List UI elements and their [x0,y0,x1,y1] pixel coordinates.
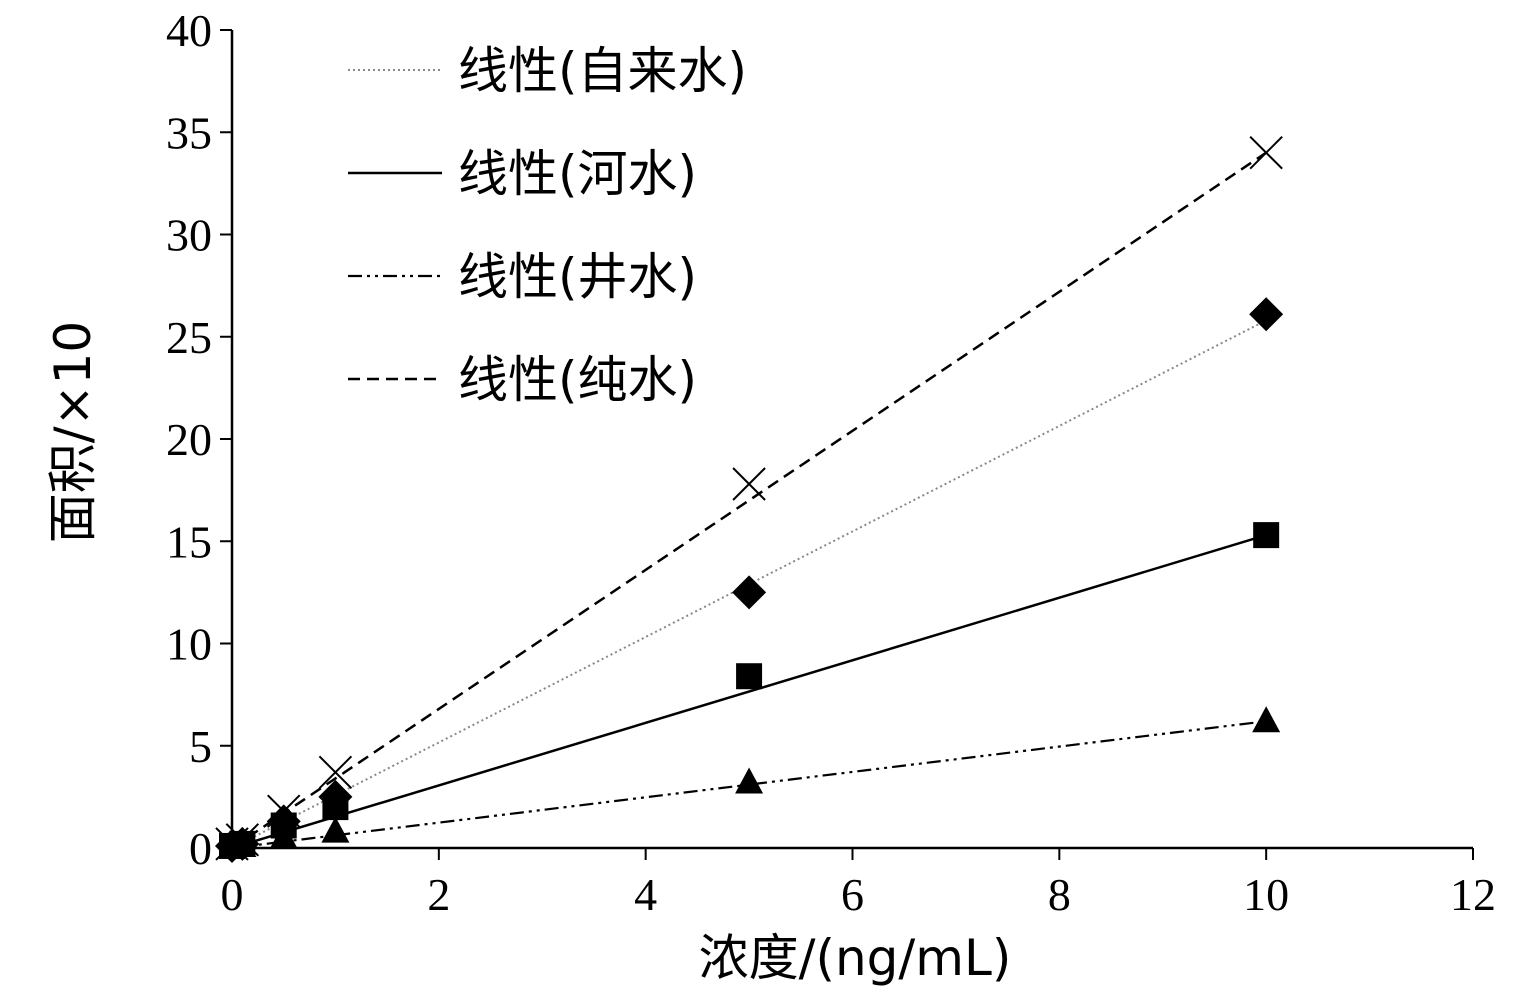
series-2-point-6 [1253,522,1280,549]
y-tick-label-4: 20 [166,414,212,465]
x-axis-title: 浓度/(ng/mL) [699,929,1012,987]
series-1-point-5 [732,575,767,610]
y-tick-label-8: 40 [166,5,212,56]
series-4-point-3-stroke-b [267,794,301,828]
series-4 [215,135,1283,861]
y-tick-label-5: 25 [166,312,212,363]
x-tick-label-4: 8 [1048,869,1071,920]
series-1-point-6 [1249,297,1284,332]
series-2-point-4 [322,794,349,821]
x-tick-label-3: 6 [841,869,864,920]
legend-item-4: 线性(纯水) [348,351,697,409]
x-tick-label-2: 4 [634,869,657,920]
y-tick-label-6: 30 [166,210,212,261]
y-tick-label-2: 10 [166,619,212,670]
legend-label-3: 线性(井水) [458,248,697,306]
x-tick-label-5: 10 [1243,869,1289,920]
series-2-point-5 [736,663,763,690]
series-2 [219,522,1280,859]
series-4-trend-line [231,151,1267,850]
y-tick-label-3: 15 [166,516,212,567]
x-tick-label-1: 2 [427,869,450,920]
legend-label-4: 线性(纯水) [458,351,697,409]
series-2-trend-line [231,533,1267,850]
series-3-point-5 [735,767,764,794]
series-3-point-3 [269,822,298,849]
legend-label-2: 线性(河水) [458,145,697,203]
series-4-point-5 [732,467,766,501]
x-tick-label-0: 0 [221,869,244,920]
series-4-point-4-stroke-b [318,755,353,790]
y-tick-label-0: 0 [189,823,212,874]
series-4-point-4 [318,755,353,790]
legend-label-1: 线性(自来水) [458,42,747,100]
series-3-point-4 [321,816,350,843]
series-layer [215,135,1284,863]
series-3-point-2 [228,830,257,857]
series-3 [218,706,1281,858]
series-3-trend-line [231,720,1267,850]
y-axis-title: 面积/×10 [44,321,102,543]
legend: 线性(自来水) 线性(河水) 线性(井水) 线性(纯水) [348,42,747,409]
y-tick-label-1: 5 [189,721,212,772]
series-4-point-3 [267,794,301,828]
axes-layer: 0 5 10 15 20 25 30 35 40 0 2 4 6 8 10 12 [166,5,1496,920]
y-tick-label-7: 35 [166,107,212,158]
series-4-point-6 [1249,135,1283,170]
legend-item-3: 线性(井水) [348,248,697,306]
series-4-point-5-stroke-b [732,467,766,501]
x-tick-label-6: 12 [1450,869,1496,920]
legend-item-2: 线性(河水) [348,145,697,203]
series-3-point-6 [1252,706,1281,733]
legend-item-1: 线性(自来水) [348,42,747,100]
series-4-point-6-stroke-b [1249,135,1283,170]
